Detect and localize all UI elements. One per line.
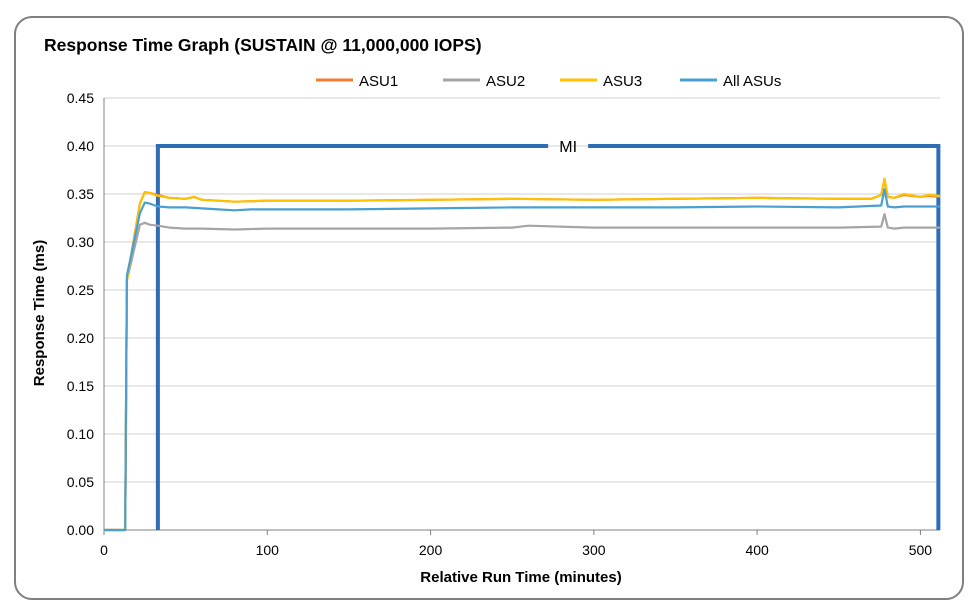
legend-item: ASU3: [560, 73, 642, 90]
legend-item: All ASUs: [680, 73, 781, 90]
chart-title: Response Time Graph (SUSTAIN @ 11,000,00…: [44, 35, 482, 55]
y-axis-label: Response Time (ms): [31, 240, 48, 386]
x-tick-label: 100: [256, 542, 280, 558]
y-tick-label: 0.10: [67, 426, 94, 442]
y-tick-label: 0.45: [67, 90, 94, 106]
series-line-asu2: [104, 213, 940, 532]
axes: 0.00 0.05 0.10 0.15 0.20 0.25 0.30 0.35 0.40 0.45…: [67, 90, 940, 558]
legend-label: ASU2: [486, 73, 525, 90]
x-tick-label: 300: [582, 542, 606, 558]
legend-item: ASU2: [443, 73, 525, 90]
chart-frame: [14, 16, 964, 600]
y-tick-label: 0.25: [67, 282, 94, 298]
grid-lines: [104, 97, 940, 483]
y-tick-label: 0.20: [67, 330, 94, 346]
mi-label: MI: [559, 139, 577, 156]
series-line-asu1: [104, 178, 941, 532]
series-line-asu3: [104, 177, 941, 532]
x-tick-label: 500: [909, 542, 933, 558]
y-tick-label: 0.15: [67, 378, 94, 394]
legend-label: ASU3: [603, 73, 642, 90]
y-tick-label: 0.35: [67, 186, 94, 202]
y-tick-label: 0.30: [67, 234, 94, 250]
legend-label: All ASUs: [723, 73, 781, 90]
y-tick-label: 0.00: [67, 522, 94, 538]
x-tick-label: 400: [745, 542, 769, 558]
x-axis-label: Relative Run Time (minutes): [420, 569, 621, 586]
legend: ASU1 ASU2 ASU3 All ASUs: [316, 73, 781, 90]
y-tick-label: 0.40: [67, 138, 94, 154]
legend-item: ASU1: [316, 73, 398, 90]
y-tick-label: 0.05: [67, 474, 94, 490]
series-lines: [104, 177, 941, 532]
legend-label: ASU1: [359, 73, 398, 90]
mi-annotation: MI: [155, 139, 941, 530]
x-tick-label: 200: [419, 542, 443, 558]
series-line-all-asus: [104, 188, 940, 532]
x-tick-label: 0: [100, 542, 108, 558]
